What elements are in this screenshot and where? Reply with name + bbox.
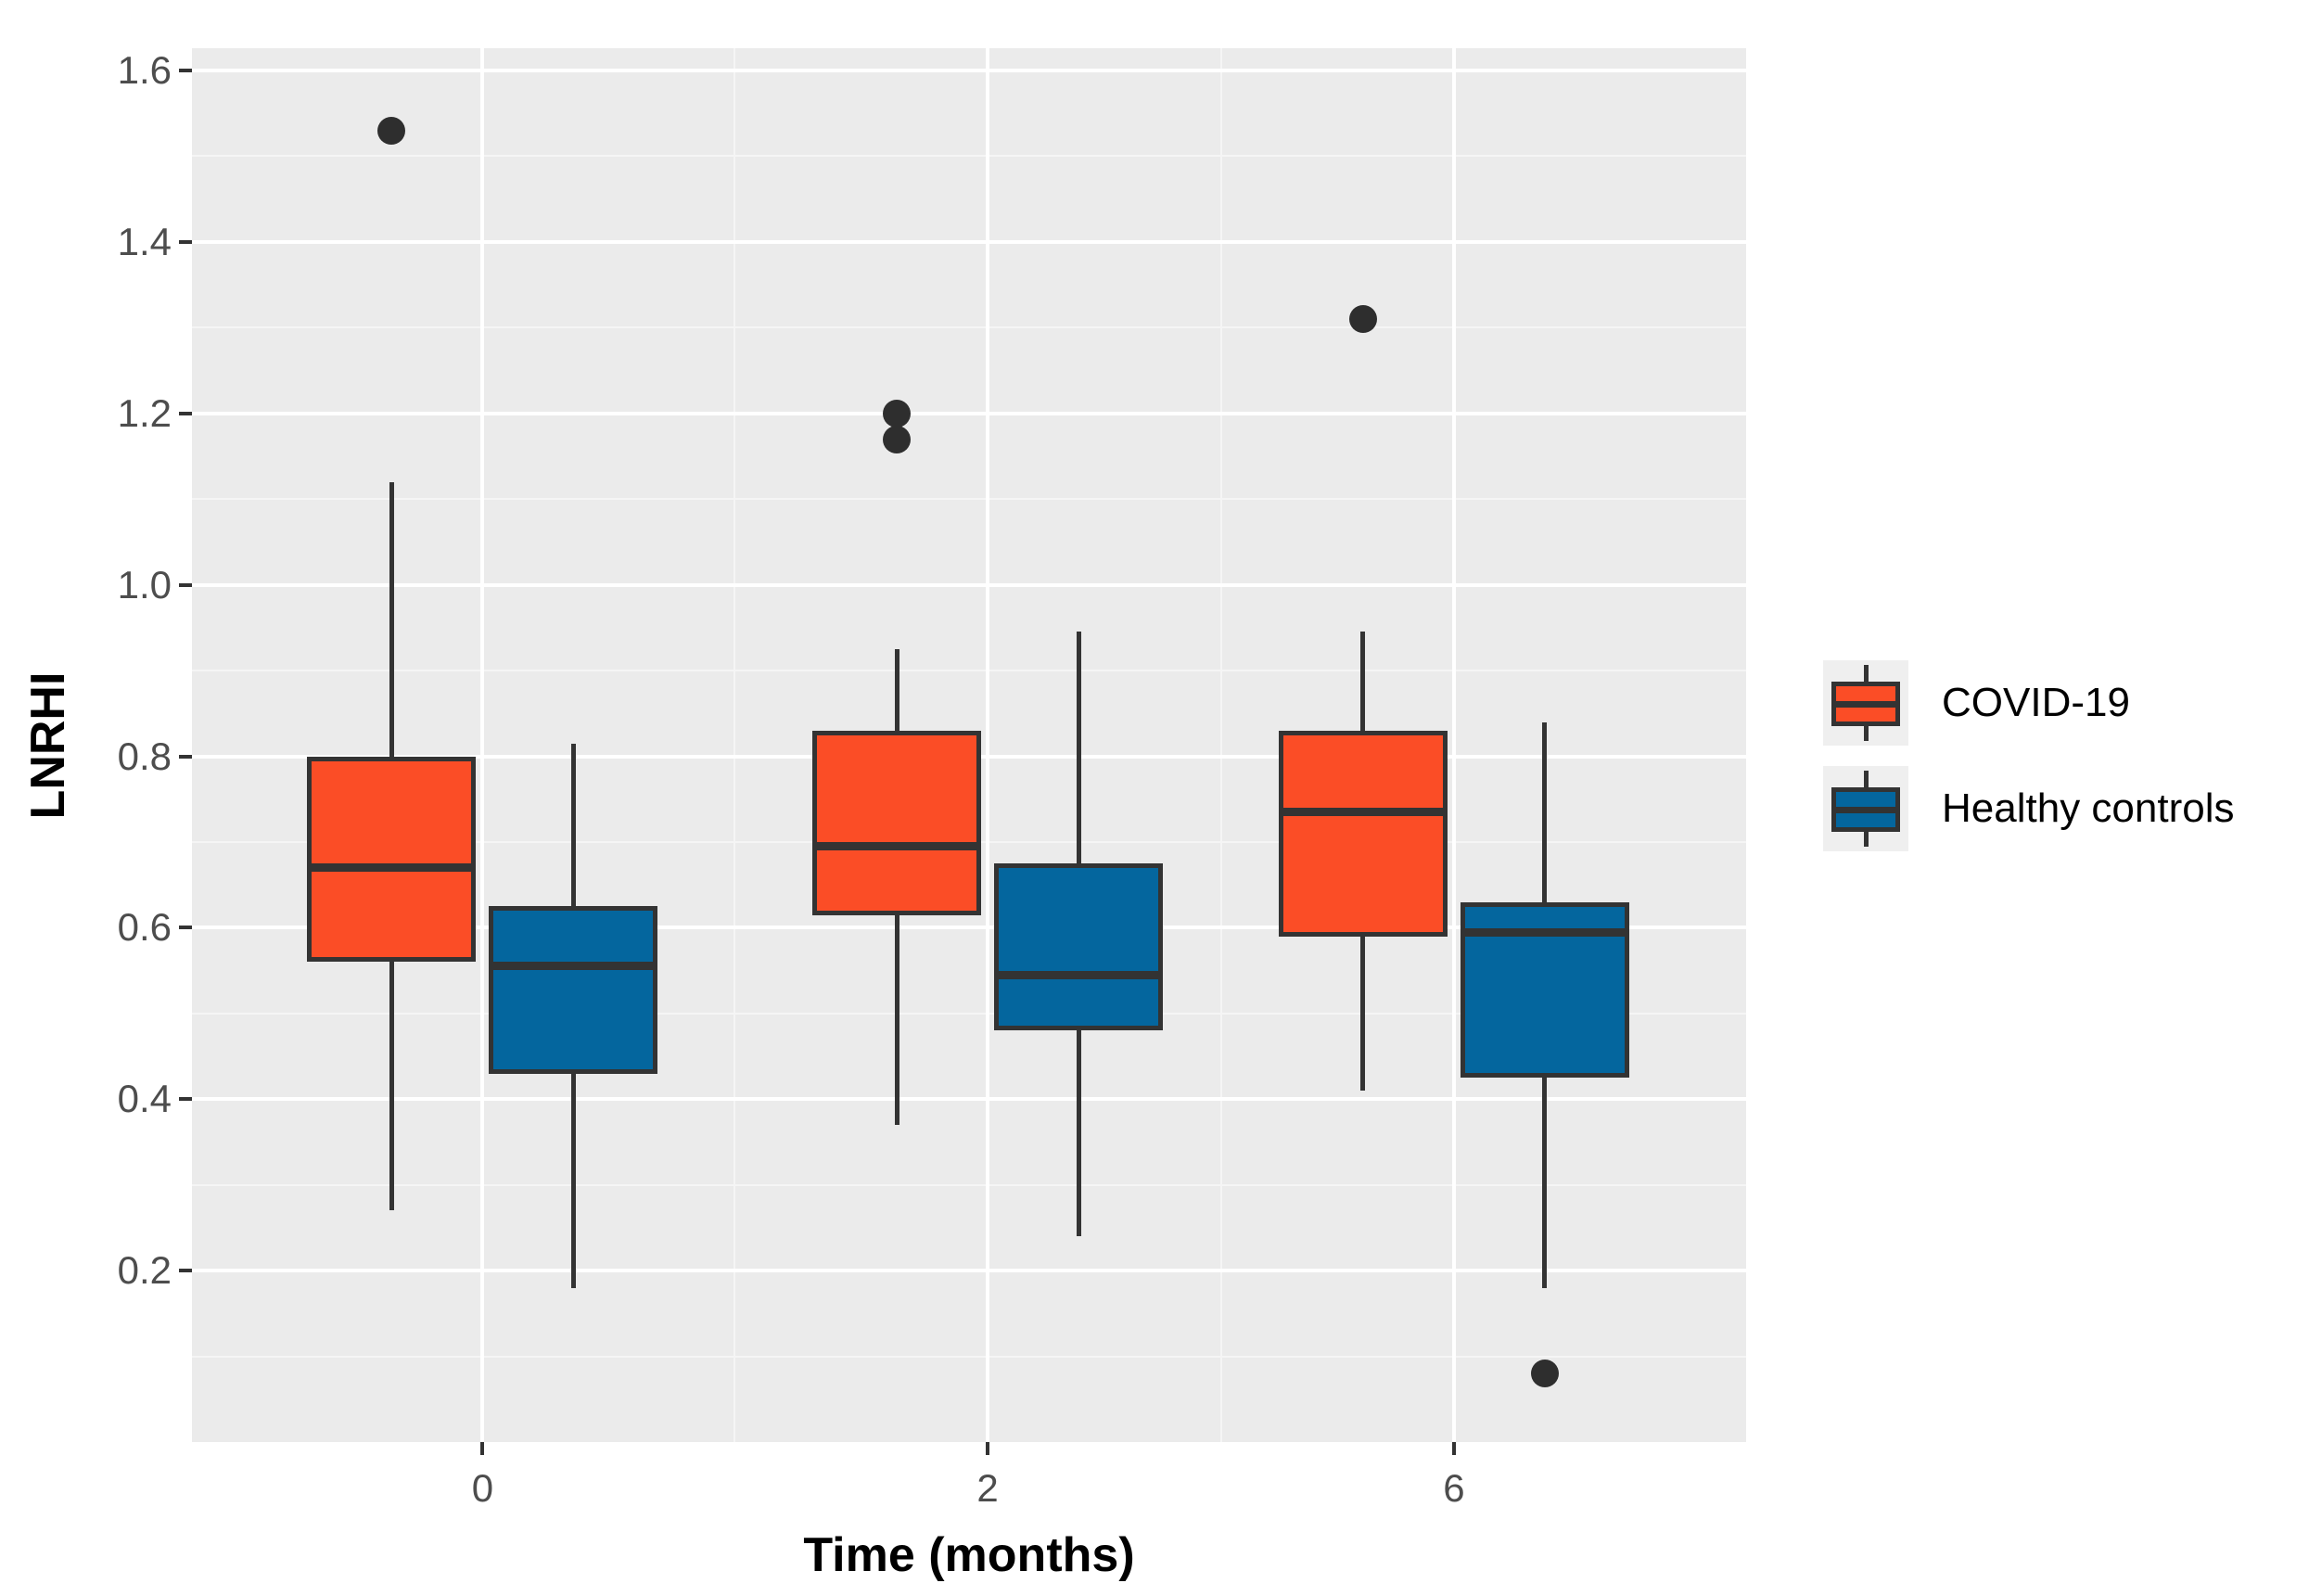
gridline-major-vertical: [986, 48, 990, 1442]
outlier-dot: [883, 399, 912, 428]
x-axis-tick: [480, 1442, 485, 1455]
gridline-major-horizontal: [192, 582, 1746, 587]
y-axis-tick-label: 1.0: [117, 562, 172, 606]
legend: COVID-19 Healthy controls: [1823, 660, 2234, 851]
median-line: [1278, 808, 1448, 817]
x-axis-tick: [1451, 1442, 1456, 1455]
box-healthy-controls-t2: [994, 863, 1164, 1031]
y-axis-tick: [179, 411, 192, 415]
gridline-minor-horizontal: [192, 1012, 1746, 1015]
outlier-dot: [1530, 1360, 1559, 1388]
y-axis-tick: [179, 1097, 192, 1102]
outlier-dot: [1348, 305, 1377, 334]
lower-whisker-line: [894, 914, 899, 1125]
y-axis-tick-label: 0.2: [117, 1248, 172, 1293]
y-axis-tick-label: 1.4: [117, 219, 172, 263]
legend-key: [1823, 766, 1908, 851]
upper-whisker-line: [1076, 632, 1081, 864]
gridline-minor-horizontal: [192, 155, 1746, 158]
y-axis-tick: [179, 926, 192, 930]
x-axis-tick-label: 2: [976, 1466, 999, 1510]
y-axis-tick-label: 0.4: [117, 1077, 172, 1121]
y-axis-title: LNRHI: [21, 671, 75, 819]
lower-whisker-line: [389, 962, 394, 1211]
legend-entry-label: Healthy controls: [1942, 785, 2235, 831]
y-axis-tick: [179, 1269, 192, 1273]
median-line: [1460, 927, 1629, 937]
upper-whisker-line: [1360, 632, 1366, 731]
gridline-major-horizontal: [192, 411, 1746, 415]
y-axis-tick-label: 1.6: [117, 48, 172, 93]
x-axis-title: Time (months): [803, 1528, 1135, 1582]
box-covid-19-t0: [307, 756, 477, 963]
box-covid-19-t6: [1278, 730, 1448, 937]
lower-whisker-line: [1076, 1030, 1081, 1237]
legend-entry: Healthy controls: [1823, 766, 2234, 851]
upper-whisker-line: [389, 481, 394, 757]
gridline-minor-vertical: [1219, 48, 1222, 1442]
gridline-major-vertical: [1451, 48, 1456, 1442]
gridline-minor-horizontal: [192, 326, 1746, 329]
y-axis-tick-label: 0.8: [117, 734, 172, 778]
x-axis-tick-label: 0: [471, 1466, 494, 1510]
gridline-minor-horizontal: [192, 498, 1746, 501]
gridline-major-horizontal: [192, 1269, 1746, 1273]
y-axis-tick: [179, 582, 192, 587]
gridline-major-horizontal: [192, 926, 1746, 930]
lower-whisker-line: [570, 1073, 576, 1288]
median-line: [489, 962, 658, 971]
lower-whisker-line: [1542, 1078, 1548, 1288]
median-line: [812, 842, 982, 851]
legend-key: [1823, 660, 1908, 746]
median-line: [307, 863, 477, 873]
upper-whisker-line: [1542, 721, 1548, 902]
median-line: [994, 970, 1164, 979]
y-axis-tick: [179, 754, 192, 759]
legend-key-median: [1831, 701, 1900, 708]
upper-whisker-line: [894, 648, 899, 731]
gridline-major-vertical: [480, 48, 485, 1442]
y-axis-tick: [179, 239, 192, 244]
legend-key-median: [1831, 807, 1900, 813]
y-axis-tick: [179, 69, 192, 73]
gridline-major-horizontal: [192, 69, 1746, 73]
y-axis-tick-label: 1.2: [117, 390, 172, 435]
outlier-dot: [377, 116, 406, 145]
legend-entry-label: COVID-19: [1942, 680, 2130, 725]
outlier-dot: [883, 425, 912, 453]
gridline-major-horizontal: [192, 1097, 1746, 1102]
box-healthy-controls-t0: [489, 906, 658, 1074]
gridline-minor-vertical: [733, 48, 735, 1442]
lower-whisker-line: [1360, 936, 1366, 1091]
gridline-minor-horizontal: [192, 670, 1746, 672]
gridline-minor-horizontal: [192, 1355, 1746, 1358]
x-axis-tick: [986, 1442, 990, 1455]
y-axis-tick-label: 0.6: [117, 905, 172, 950]
gridline-major-horizontal: [192, 239, 1746, 244]
box-covid-19-t2: [812, 730, 982, 915]
upper-whisker-line: [570, 743, 576, 907]
gridline-minor-horizontal: [192, 1183, 1746, 1186]
x-axis-tick-label: 6: [1443, 1466, 1465, 1510]
legend-entry: COVID-19: [1823, 660, 2234, 746]
